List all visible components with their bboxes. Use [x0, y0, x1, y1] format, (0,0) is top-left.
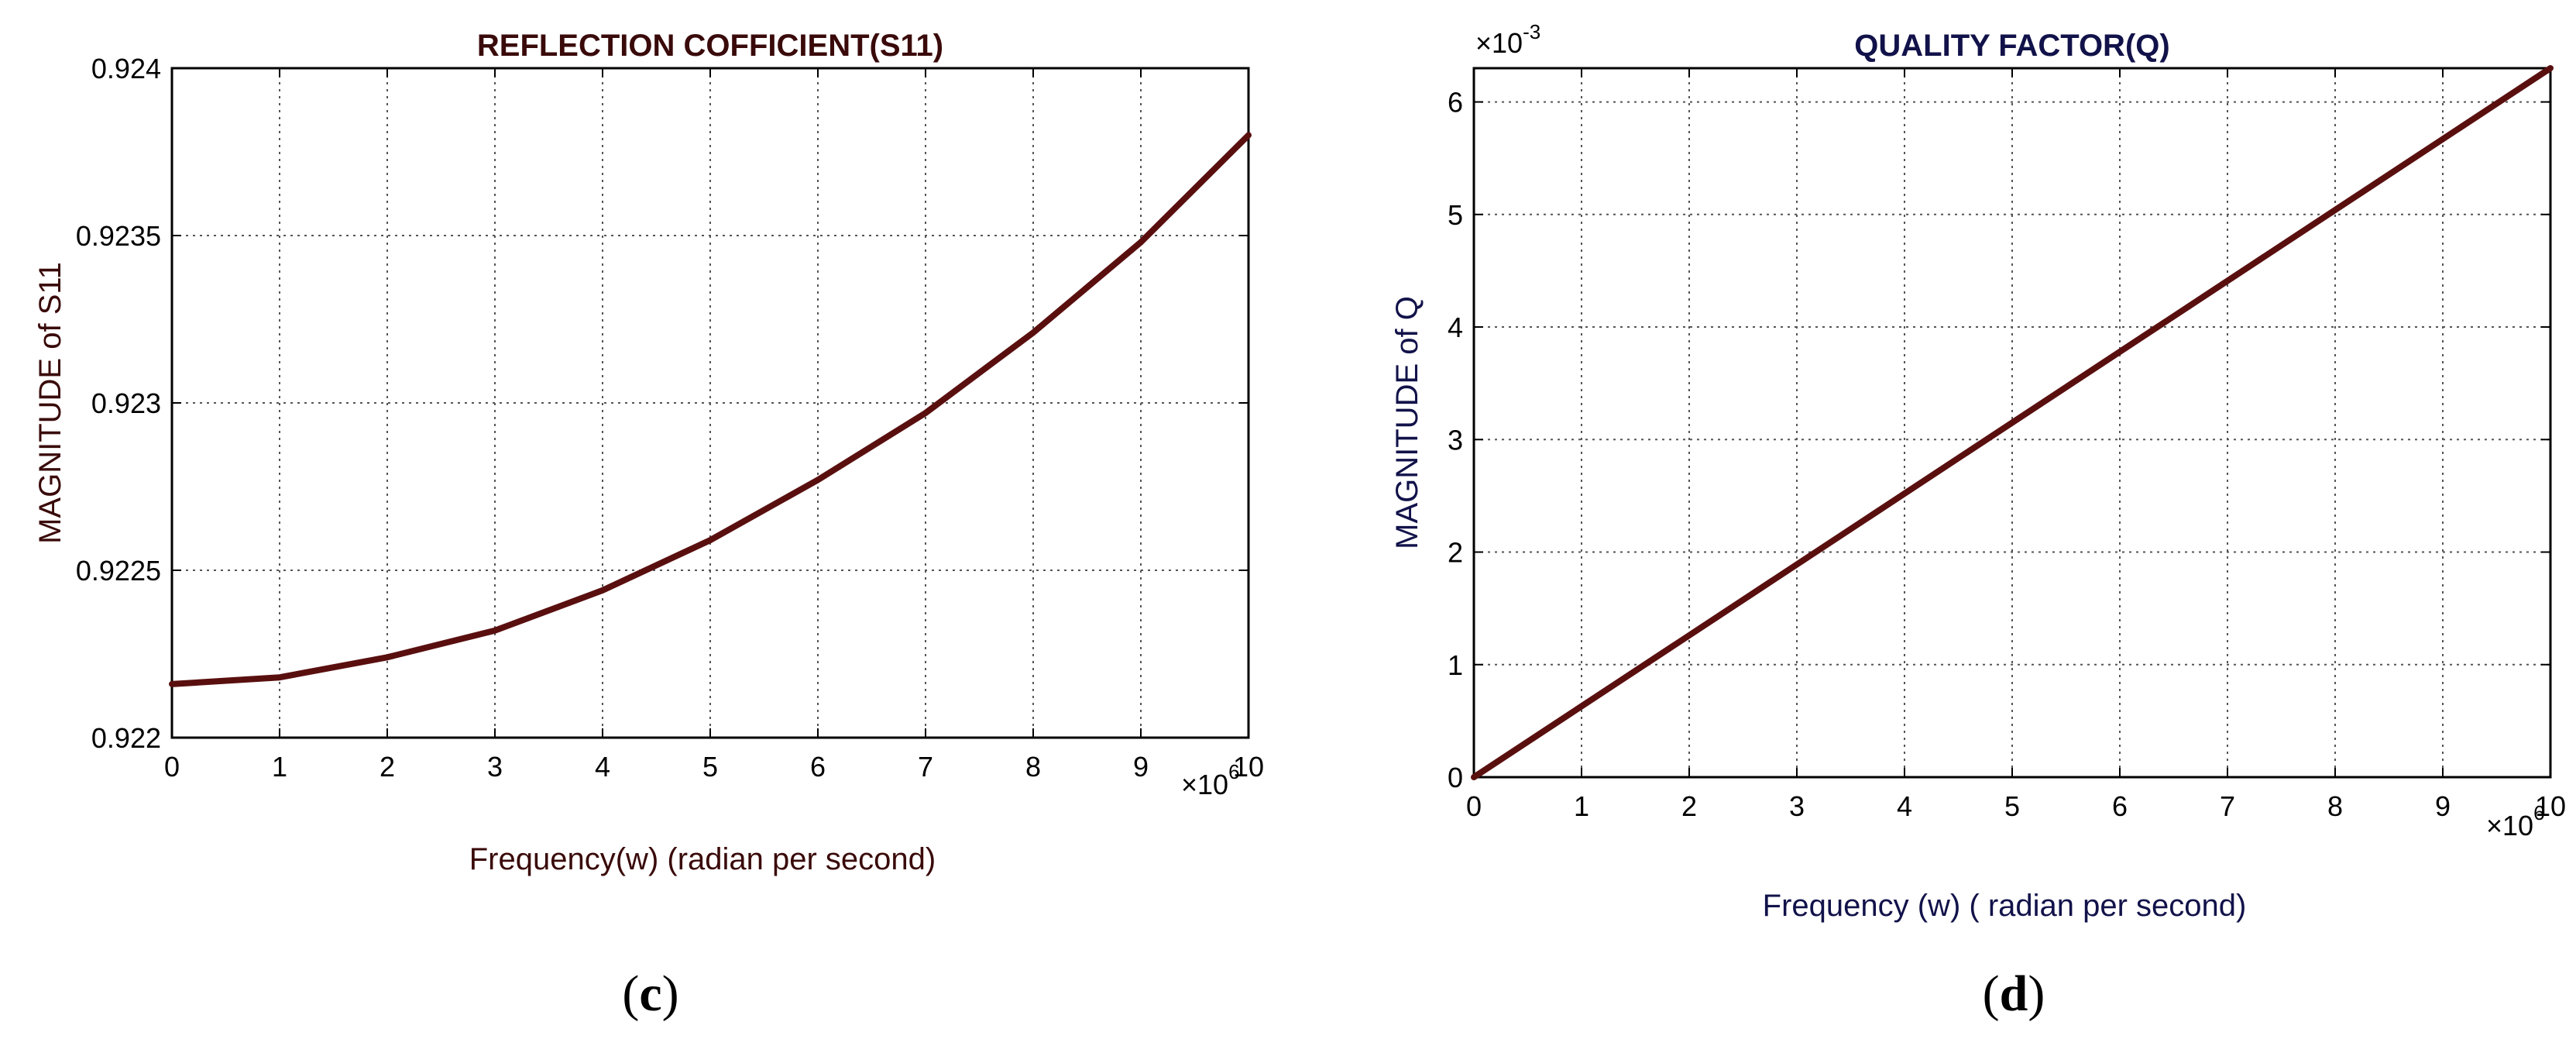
x-axis-multiplier: ×106	[2486, 801, 2545, 841]
y-axis-multiplier: ×10-3	[1475, 20, 1540, 59]
chart-title: REFLECTION COFFICIENT(S11)	[477, 29, 943, 63]
panel-label-c-letter: c	[639, 965, 662, 1022]
y-axis-label: MAGNITUDE of Q	[1390, 296, 1424, 549]
y-tick-label: 1	[1448, 649, 1463, 681]
x-tick-label: 1	[272, 751, 287, 783]
panel-label-d-letter: d	[1999, 965, 2028, 1022]
panel-label-d-close: )	[2028, 965, 2045, 1022]
y-tick-label: 0.9235	[76, 220, 161, 252]
y-tick-label: 0	[1448, 762, 1463, 793]
x-axis-multiplier-exponent: 6	[1228, 760, 1239, 783]
x-axis-multiplier: ×106	[1181, 760, 1240, 800]
x-tick-label: 3	[1789, 790, 1805, 822]
chart-title: QUALITY FACTOR(Q)	[1854, 29, 2169, 63]
y-tick-label: 2	[1448, 537, 1463, 569]
y-tick-label: 0.923	[91, 387, 161, 419]
y-axis-multiplier-exponent: -3	[1523, 20, 1540, 43]
y-tick-label: 0.924	[91, 53, 161, 84]
x-tick-label: 0	[1466, 790, 1482, 822]
x-tick-label: 8	[1025, 751, 1041, 783]
panel-label-d: (d)	[1936, 965, 2091, 1024]
x-tick-label: 9	[2435, 790, 2451, 822]
chart-c: 0 1 2 3 4 5 6 7 8 9 10 0.922 0.9225 0.923 0.9235 0.924 R…	[33, 29, 1264, 876]
x-tick-label: 6	[810, 751, 826, 783]
x-tick-label: 5	[2004, 790, 2020, 822]
panel-label-c-open: (	[622, 965, 640, 1022]
y-tick-label: 4	[1448, 311, 1463, 343]
y-tick-label: 0.922	[91, 722, 161, 754]
x-tick-label: 10	[1233, 751, 1264, 783]
x-tick-label: 7	[2220, 790, 2235, 822]
panel-label-c-close: )	[661, 965, 679, 1022]
x-tick-label: 10	[2535, 790, 2566, 822]
x-tick-label: 1	[1574, 790, 1589, 822]
y-axis-label: MAGNITUDE of S11	[33, 262, 67, 544]
x-axis-label: Frequency(w) (radian per second)	[469, 842, 936, 876]
x-tick-label: 7	[918, 751, 933, 783]
series-line	[1471, 65, 2554, 780]
x-tick-label: 5	[702, 751, 718, 783]
y-tick-label: 6	[1448, 87, 1463, 119]
x-tick-label: 3	[487, 751, 503, 783]
y-tick-label: 5	[1448, 199, 1463, 231]
x-axis-label: Frequency (w) ( radian per second)	[1763, 889, 2247, 923]
chart-d: 0 1 2 3 4 5 6 7 8 9 10 0 1 2 3 4 5 6 QUALITY FACTOR(Q) Freq…	[1390, 20, 2566, 923]
x-tick-label: 0	[164, 751, 180, 783]
x-tick-label: 6	[2112, 790, 2128, 822]
x-tick-label: 2	[380, 751, 395, 783]
y-tick-label: 0.9225	[76, 555, 161, 587]
x-tick-label: 2	[1681, 790, 1697, 822]
panel-label-d-open: (	[1982, 965, 2000, 1022]
panel-label-c: (c)	[573, 965, 728, 1024]
x-tick-label: 8	[2327, 790, 2343, 822]
x-tick-label: 9	[1133, 751, 1149, 783]
x-tick-label: 4	[1897, 790, 1912, 822]
y-tick-label: 3	[1448, 424, 1463, 456]
x-axis-multiplier-exponent: 6	[2533, 801, 2544, 824]
x-tick-label: 4	[595, 751, 610, 783]
